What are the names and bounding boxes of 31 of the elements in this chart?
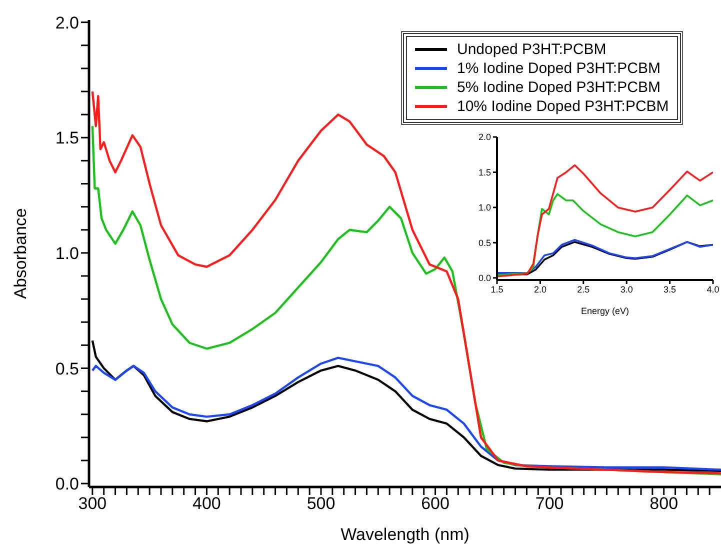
y-tick-label: 2.0 [478,132,491,142]
x-tick-label: 300 [78,494,107,514]
x-tick-label: 500 [306,494,336,514]
x-tick-label: 2.0 [534,284,546,294]
x-axis-title: Energy (eV) [580,306,630,316]
y-tick-label: 2.0 [55,13,79,32]
y-tick-label: 1.5 [55,128,79,148]
legend-label: 10% Iodine Doped P3HT:PCBM [457,97,669,116]
x-axis-title: Wavelength (nm) [340,525,470,544]
y-tick-label: 0.5 [478,238,491,248]
y-tick-label: 0.0 [55,474,79,494]
x-tick-label: 3.5 [664,284,676,294]
x-tick-label: 700 [535,494,564,514]
legend-label: Undoped P3HT:PCBM [457,40,606,59]
line-series [497,164,713,278]
x-tick-label: 400 [192,494,221,514]
x-tick-label: 800 [650,494,678,514]
x-tick-label: 2.5 [577,284,590,294]
y-tick-label: 1.0 [55,244,79,263]
y-axis-title: Absorbance [11,208,30,299]
x-tick-label: 4.0 [706,284,720,294]
y-tick-label: 1.5 [478,167,491,178]
x-tick-label: 600 [421,494,450,514]
legend-label: 5% Iodine Doped P3HT:PCBM [457,78,660,97]
x-tick-label: 1.5 [490,284,504,294]
y-tick-label: 0.5 [55,359,79,378]
line-series [497,193,713,276]
y-tick-label: 1.0 [478,202,491,213]
y-tick-label: 0.0 [478,273,491,284]
legend-label: 1% Iodine Doped P3HT:PCBM [457,59,660,78]
x-tick-label: 3.0 [620,284,633,294]
